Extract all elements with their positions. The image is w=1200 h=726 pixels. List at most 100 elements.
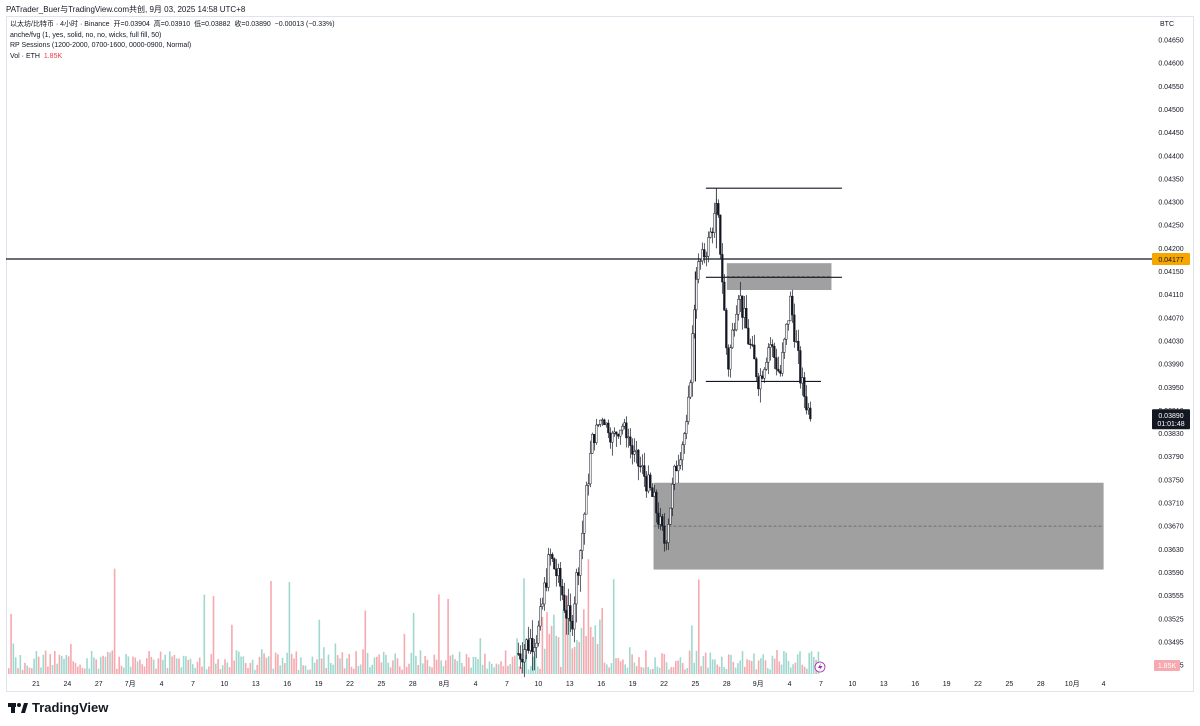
volume-bar [100, 656, 102, 674]
candle-body [777, 368, 780, 372]
volume-bar [776, 650, 778, 674]
volume-bar [654, 657, 656, 674]
candle-body [701, 249, 704, 262]
volume-bar [583, 609, 585, 674]
volume-bar [753, 653, 755, 674]
candle-body [663, 525, 666, 544]
price-tick-label: 0.03990 [1158, 362, 1183, 369]
volume-bar [698, 579, 700, 674]
volume-bar [339, 658, 341, 674]
indicator-volume[interactable]: Vol · ETH 1.85K [10, 52, 335, 63]
volume-bar [527, 669, 530, 674]
volume-bar [231, 624, 233, 674]
volume-bar [302, 665, 304, 674]
candle-body [635, 449, 638, 452]
volume-bar [571, 648, 574, 674]
price-tick-label: 0.04650 [1158, 38, 1183, 45]
time-tick-label: 9月 [753, 680, 764, 688]
volume-bar [491, 663, 493, 674]
candle-body [693, 309, 696, 334]
volume-bar [399, 666, 401, 674]
volume-label: Vol · ETH [10, 52, 40, 60]
volume-bar [284, 663, 286, 674]
indicator-sessions[interactable]: RP Sessions (1200-2000, 0700-1600, 0000-… [10, 42, 192, 49]
volume-bars [8, 559, 820, 674]
price-tick-label: 0.04150 [1158, 269, 1183, 276]
low-value: 0.03882 [205, 21, 231, 28]
volume-bar [803, 666, 806, 674]
volume-bar [198, 657, 201, 674]
candle-body [553, 558, 556, 570]
candle-body [627, 436, 630, 439]
candle-body [583, 513, 586, 534]
volume-bar [267, 656, 270, 674]
drawn-lines [6, 187, 1152, 383]
volume-bar [325, 667, 327, 674]
volume-bar [355, 651, 357, 674]
candle-body [749, 343, 752, 346]
volume-bar [159, 651, 162, 674]
volume-bar [718, 666, 721, 674]
candle-body [527, 639, 530, 651]
time-tick-label: 16 [911, 681, 919, 688]
candle-body [621, 426, 624, 431]
volume-bar [534, 652, 537, 674]
symbol-info[interactable]: 以太坊/比特币 · 4小时 · Binance [10, 21, 110, 28]
price-tick-label: 0.04600 [1158, 61, 1183, 68]
candle-body [597, 424, 600, 426]
chart-frame [6, 16, 1194, 692]
time-tick-label: 10 [849, 681, 857, 688]
candle-body [639, 465, 642, 468]
time-tick-label: 13 [252, 681, 260, 688]
volume-bar [28, 667, 31, 674]
candle-body [591, 433, 594, 454]
volume-bar [440, 660, 442, 674]
price-tick-label: 0.03710 [1158, 501, 1183, 508]
candle-body [733, 329, 736, 331]
candle-body [675, 465, 678, 472]
volume-bar [454, 659, 456, 674]
price-tick-label: 0.04200 [1158, 246, 1183, 253]
indicator-fvg[interactable]: anche/fvg (1, yes, solid, no, no, wicks,… [10, 31, 162, 39]
tradingview-logo-text[interactable]: TradingView [32, 700, 109, 715]
candle-body [649, 474, 652, 488]
volume-bar [341, 652, 344, 674]
time-tick-label: 22 [346, 681, 354, 688]
time-tick-label: 22 [660, 681, 668, 688]
symbol-ohlc-row[interactable]: 以太坊/比特币 · 4小时 · Binance 开=0.03904 高=0.03… [10, 20, 335, 31]
volume-bar [205, 669, 208, 674]
volume-bar [560, 666, 562, 674]
volume-bar [21, 669, 24, 674]
volume-bar [70, 643, 72, 674]
volume-bar [587, 559, 590, 674]
volume-bar [562, 609, 564, 674]
candle-body [629, 436, 632, 446]
volume-bar [548, 633, 551, 674]
volume-bar [242, 656, 245, 674]
volume-bar [566, 595, 569, 674]
candle-body [571, 620, 574, 630]
volume-bar [357, 665, 360, 674]
candle-body [795, 340, 798, 343]
candle-body [799, 350, 802, 384]
volume-bar [369, 667, 371, 674]
volume-bar [576, 639, 578, 674]
price-tick-label: 0.04250 [1158, 223, 1183, 230]
volume-bar [313, 662, 316, 674]
chart-caption: PATrader_Buer与TradingView.com共创, 9月 03, … [6, 5, 246, 14]
volume-badge [1154, 660, 1180, 671]
candle-body [533, 647, 536, 653]
open-label: 开= [113, 21, 125, 28]
volume-bar [65, 654, 68, 674]
volume-bar [247, 667, 249, 674]
candle-body [519, 653, 522, 660]
volume-bar [486, 668, 488, 674]
candle-body [769, 344, 772, 348]
candle-body [523, 649, 526, 663]
candle-body [623, 422, 626, 427]
close-label: 收= [234, 21, 246, 28]
volume-bar [415, 655, 417, 674]
volume-bar [792, 664, 794, 674]
